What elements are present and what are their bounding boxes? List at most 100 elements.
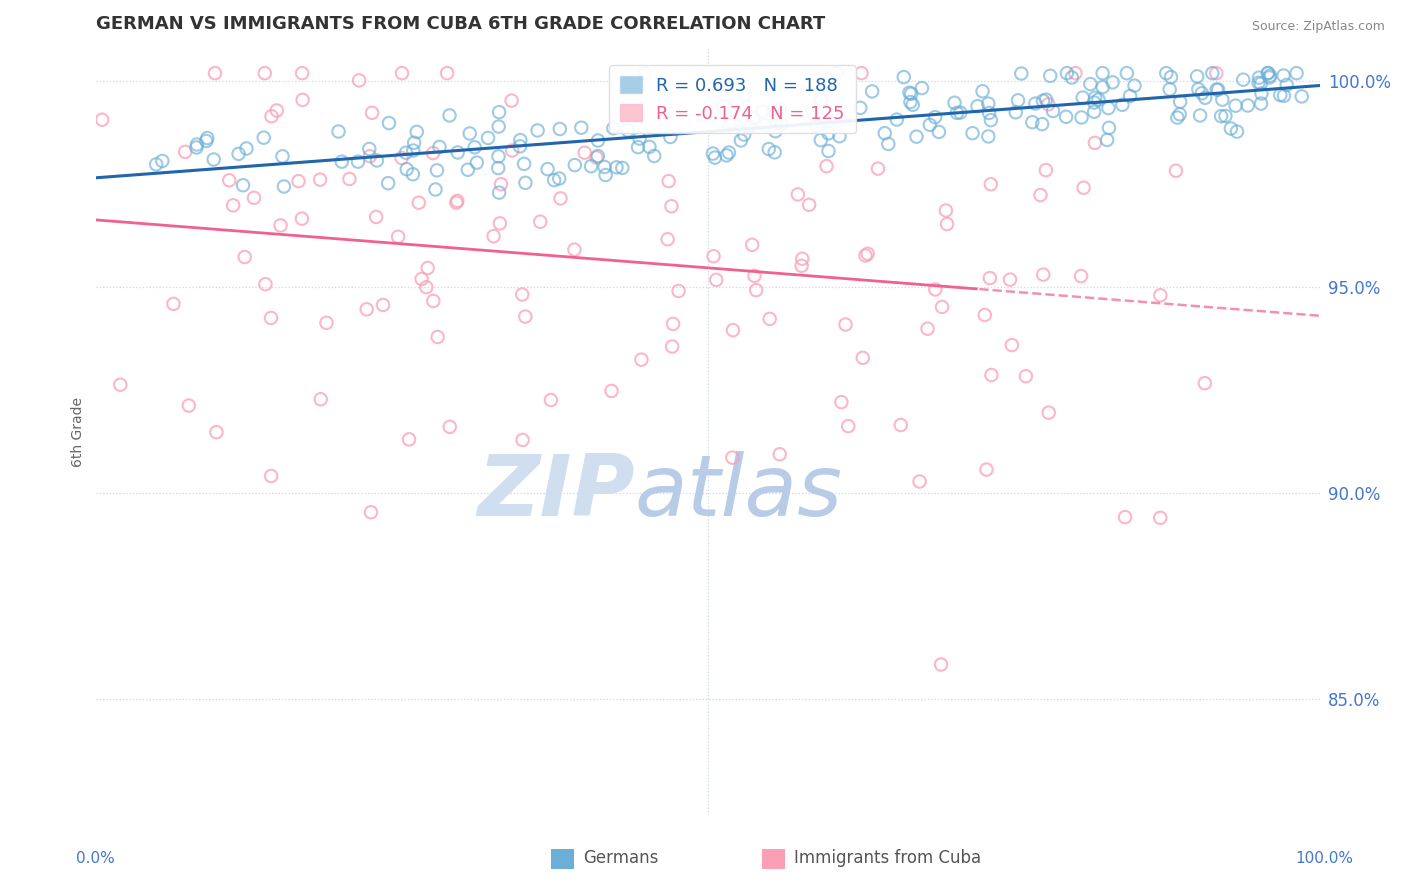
Point: [309, 392, 332, 407]
Point: [488, 120, 510, 134]
Text: 100.0%: 100.0%: [1295, 851, 1354, 865]
Point: [1029, 188, 1052, 202]
Point: [1247, 70, 1270, 85]
Point: [593, 160, 616, 174]
Point: [702, 249, 724, 263]
Point: [751, 104, 773, 119]
Point: [721, 323, 744, 337]
Point: [716, 148, 738, 162]
Point: [770, 118, 793, 132]
Point: [668, 284, 690, 298]
Point: [243, 191, 266, 205]
Point: [769, 447, 792, 461]
Point: [564, 158, 586, 172]
Point: [804, 118, 827, 132]
Point: [195, 134, 218, 148]
Point: [1209, 109, 1232, 123]
Point: [717, 145, 740, 160]
Point: [1160, 70, 1182, 84]
Point: [366, 210, 388, 224]
Point: [1114, 510, 1136, 524]
Point: [976, 462, 998, 476]
Point: [1101, 75, 1123, 89]
Point: [291, 93, 314, 107]
Point: [356, 302, 378, 317]
Point: [643, 149, 665, 163]
Point: [1258, 69, 1281, 83]
Point: [204, 66, 226, 80]
Point: [830, 395, 852, 409]
Point: [825, 66, 848, 80]
Point: [924, 283, 946, 297]
Point: [1159, 82, 1181, 96]
Point: [287, 174, 309, 188]
Point: [110, 377, 132, 392]
Point: [792, 252, 814, 266]
Point: [811, 93, 834, 107]
Point: [464, 140, 486, 154]
Point: [1015, 369, 1038, 384]
Point: [1187, 82, 1209, 96]
Y-axis label: 6th Grade: 6th Grade: [72, 397, 86, 467]
Point: [177, 399, 200, 413]
Point: [1031, 117, 1053, 131]
Point: [254, 277, 277, 292]
Point: [402, 167, 425, 181]
Point: [754, 118, 776, 132]
Point: [489, 177, 512, 191]
Point: [439, 108, 461, 122]
Point: [962, 126, 984, 140]
Point: [834, 318, 856, 332]
Point: [1071, 90, 1094, 104]
Point: [359, 142, 381, 156]
Point: [515, 176, 537, 190]
Point: [1164, 163, 1187, 178]
Point: [1087, 93, 1109, 107]
Point: [378, 116, 401, 130]
Point: [512, 433, 534, 447]
Point: [330, 154, 353, 169]
Point: [162, 297, 184, 311]
Point: [228, 147, 250, 161]
Point: [763, 145, 786, 160]
Text: Germans: Germans: [583, 849, 659, 867]
Point: [1194, 376, 1216, 391]
Point: [1060, 70, 1083, 85]
Point: [339, 172, 361, 186]
Point: [1038, 406, 1060, 420]
Point: [856, 246, 879, 260]
Point: [395, 145, 418, 160]
Point: [366, 153, 388, 168]
Point: [943, 95, 966, 110]
Point: [658, 174, 681, 188]
Point: [260, 109, 283, 123]
Point: [1258, 70, 1281, 85]
Point: [408, 195, 430, 210]
Point: [973, 308, 995, 322]
Point: [1275, 78, 1298, 92]
Point: [721, 450, 744, 465]
Point: [977, 106, 1000, 120]
Point: [315, 316, 337, 330]
Point: [586, 149, 609, 163]
Point: [536, 162, 558, 177]
Point: [1119, 89, 1142, 103]
Point: [1247, 76, 1270, 90]
Point: [586, 134, 609, 148]
Point: [1191, 87, 1213, 101]
Point: [718, 119, 741, 133]
Point: [371, 298, 394, 312]
Point: [893, 70, 915, 84]
Text: 0.0%: 0.0%: [76, 851, 115, 865]
Point: [540, 392, 562, 407]
Point: [416, 260, 439, 275]
Point: [855, 248, 877, 262]
Point: [391, 66, 413, 80]
Point: [1091, 66, 1114, 80]
Point: [638, 140, 661, 154]
Point: [797, 198, 820, 212]
Text: Immigrants from Cuba: Immigrants from Cuba: [794, 849, 981, 867]
Point: [605, 161, 627, 175]
Point: [235, 141, 257, 155]
Point: [1205, 82, 1227, 96]
